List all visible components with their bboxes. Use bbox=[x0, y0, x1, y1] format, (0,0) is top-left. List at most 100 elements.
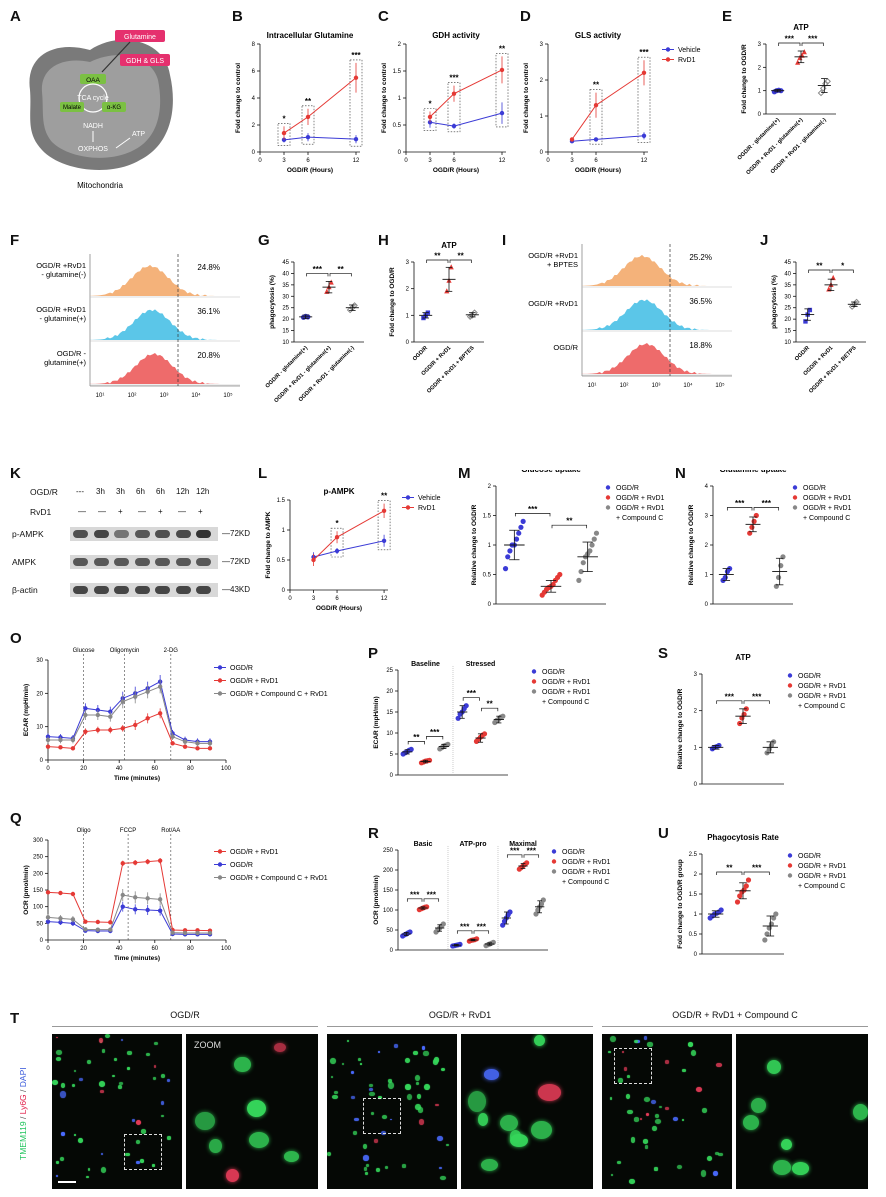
cell-marker bbox=[365, 1172, 368, 1175]
significance-bracket bbox=[426, 735, 444, 740]
section-label: Baseline bbox=[411, 661, 440, 668]
significance-label: *** bbox=[477, 922, 487, 931]
histogram-row-label: - glutamine(-) bbox=[41, 270, 86, 279]
significance-label: ** bbox=[338, 265, 345, 274]
cell-marker bbox=[120, 1039, 124, 1042]
data-point bbox=[108, 714, 113, 719]
significance-label: *** bbox=[785, 35, 795, 44]
y-tick-label: 25 bbox=[386, 668, 393, 674]
significance-label: * bbox=[841, 262, 845, 271]
y-tick-label: 30 bbox=[784, 294, 791, 300]
cell-marker bbox=[61, 1132, 65, 1137]
cell-marker bbox=[327, 1152, 332, 1157]
histogram-row-label: - glutamine(+) bbox=[40, 314, 87, 323]
data-point bbox=[550, 581, 556, 588]
significance-bracket bbox=[831, 269, 854, 273]
data-point bbox=[775, 574, 782, 581]
y-tick-label: 15 bbox=[282, 329, 289, 335]
cell-marker bbox=[381, 1115, 388, 1120]
legend-label: OGD/R bbox=[230, 862, 253, 869]
data-point bbox=[120, 892, 125, 898]
data-point bbox=[95, 919, 101, 925]
cell-marker bbox=[628, 1178, 635, 1185]
cell-marker bbox=[417, 1107, 424, 1113]
data-point bbox=[70, 917, 76, 922]
section-label: ATP-pro bbox=[459, 841, 486, 848]
gdh-gls-box bbox=[120, 54, 170, 66]
data-point bbox=[328, 279, 334, 285]
cell-marker bbox=[623, 1067, 628, 1071]
malate-text: Malate bbox=[63, 105, 82, 111]
data-point bbox=[353, 136, 359, 142]
chart-title: Intracellular Glutamine bbox=[267, 31, 354, 40]
cell-marker bbox=[52, 1080, 58, 1086]
legend-marker bbox=[665, 57, 671, 62]
histogram-row-label: OGD/R +RvD1 bbox=[36, 305, 86, 314]
cell-marker bbox=[616, 1160, 621, 1164]
y-tick-label: 40 bbox=[784, 271, 791, 277]
legend-marker bbox=[787, 853, 793, 858]
cell-marker bbox=[618, 1078, 623, 1083]
x-tick-label: 60 bbox=[151, 766, 158, 772]
panel-letter-n: N bbox=[675, 465, 686, 482]
data-point bbox=[500, 713, 506, 719]
x-tick-label: 3 bbox=[282, 158, 286, 164]
series-line bbox=[313, 510, 385, 561]
cell-marker bbox=[330, 1058, 336, 1065]
y-tick-label: 0.5 bbox=[393, 123, 402, 129]
legend-label: OGD/R + RvD1 bbox=[798, 873, 847, 880]
blot-rvd1-sign: + bbox=[118, 507, 123, 516]
y-axis-label: Fold change to control bbox=[523, 63, 530, 133]
significance-bracket bbox=[808, 269, 831, 273]
y-tick-label: 0 bbox=[390, 948, 394, 954]
y-tick-label: 10 bbox=[386, 731, 393, 737]
chart-title: p-AMPK bbox=[323, 487, 354, 496]
blot-band bbox=[134, 530, 150, 538]
blot-time-label: --- bbox=[76, 487, 84, 496]
cell-marker bbox=[405, 1057, 411, 1063]
data-point bbox=[593, 103, 599, 108]
cell-marker bbox=[691, 1049, 697, 1056]
injection-label: FCCP bbox=[120, 828, 136, 834]
data-point bbox=[45, 737, 51, 743]
y-tick-label: 0 bbox=[705, 602, 709, 608]
cell-marker bbox=[358, 1058, 361, 1061]
significance-label: ** bbox=[305, 97, 312, 106]
significance-label: *** bbox=[351, 51, 361, 60]
legend-label: + Compound C bbox=[798, 883, 845, 890]
significance-bracket bbox=[426, 259, 449, 263]
blot-band bbox=[114, 558, 129, 566]
series-line bbox=[429, 69, 503, 118]
mitochondria-caption: Mitochondria bbox=[77, 181, 123, 190]
cell-marker bbox=[706, 1155, 712, 1161]
blot-band bbox=[114, 586, 129, 594]
stain-tmem119: TMEM119 bbox=[18, 1121, 28, 1160]
significance-label: ** bbox=[487, 700, 494, 709]
legend-label: OGD/R + RvD1 bbox=[230, 849, 279, 856]
cell-marker bbox=[167, 1136, 171, 1140]
data-point bbox=[576, 577, 582, 583]
chart-m: 0 0.5 1 1.5 2 Relative change to OGD/R Glucose… bbox=[471, 470, 665, 608]
cell-marker bbox=[55, 1174, 59, 1178]
chart-b: 0 2 4 6 8 Fold change to control 0 3 6 12 Intracel… bbox=[235, 31, 363, 174]
legend-marker bbox=[665, 47, 671, 52]
panel-letter-c: C bbox=[378, 8, 389, 25]
chart-l: 0 0.5 1 1.5 Fold change to AMPK 0 3 6 12 p-AMPK OG… bbox=[265, 487, 441, 612]
chart-title: Glucose uptake bbox=[521, 470, 581, 474]
significance-box bbox=[301, 105, 315, 145]
chart-n: 0 1 2 3 4 Relative change to OGD/R Glutamine u… bbox=[688, 470, 852, 608]
x-tick-label: 20 bbox=[80, 766, 87, 772]
significance-label: ** bbox=[726, 864, 733, 873]
y-axis-label: phagocytosis (%) bbox=[771, 275, 778, 329]
data-point bbox=[95, 927, 101, 932]
data-point bbox=[524, 860, 530, 866]
cell-marker bbox=[687, 1042, 694, 1047]
data-point bbox=[737, 893, 743, 899]
x-tick-label: 20 bbox=[80, 946, 87, 952]
cell-marker bbox=[87, 1168, 90, 1171]
legend-marker bbox=[792, 485, 798, 490]
blot-band bbox=[196, 558, 211, 566]
x-tick-label: 0 bbox=[546, 158, 550, 164]
